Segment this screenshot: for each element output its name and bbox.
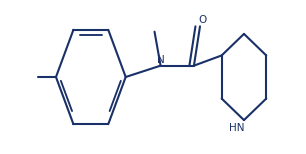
Text: HN: HN	[229, 123, 244, 133]
Text: N: N	[157, 55, 164, 65]
Text: O: O	[198, 15, 207, 25]
